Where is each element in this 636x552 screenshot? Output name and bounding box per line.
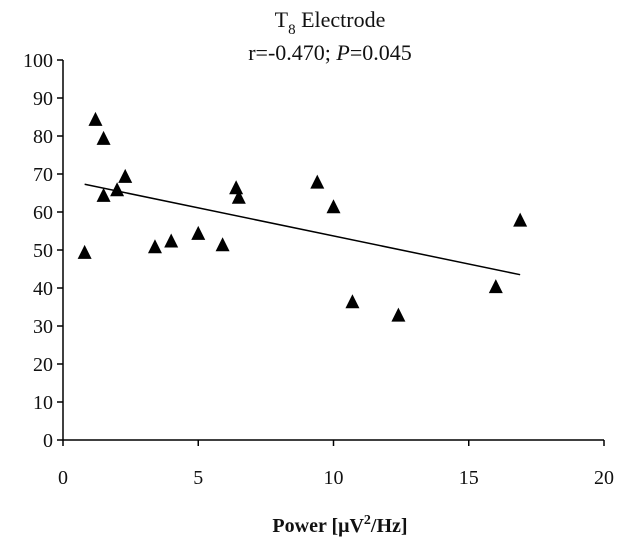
x-tick-label: 15 bbox=[459, 467, 479, 489]
y-tick-label: 40 bbox=[33, 278, 53, 300]
data-point-triangle bbox=[110, 182, 125, 197]
y-tick-label: 80 bbox=[33, 126, 53, 148]
y-tick-label: 90 bbox=[33, 88, 53, 110]
chart-title-line2: r=-0.470; P=0.045 bbox=[248, 40, 412, 65]
data-point-triangle bbox=[345, 294, 360, 309]
y-tick-label: 20 bbox=[33, 354, 53, 376]
data-point-triangle bbox=[77, 244, 92, 259]
data-point-triangle bbox=[391, 307, 406, 322]
y-ticks: 0 10 20 30 40 50 60 70 80 90 100 bbox=[23, 50, 63, 452]
data-point-triangle bbox=[164, 233, 179, 248]
data-point-triangle bbox=[229, 180, 244, 195]
y-tick-label: 100 bbox=[23, 50, 53, 72]
data-point-triangle bbox=[215, 237, 230, 252]
data-point-triangle bbox=[96, 187, 111, 202]
data-point-triangle bbox=[513, 212, 528, 227]
data-point-triangle bbox=[191, 225, 206, 240]
y-tick-label: 0 bbox=[43, 430, 53, 452]
data-point-triangle bbox=[231, 189, 246, 204]
trend-line bbox=[84, 183, 521, 276]
data-point-triangle bbox=[88, 111, 103, 126]
x-tick-label: 5 bbox=[193, 467, 203, 489]
chart-title-line1: T8 Electrode bbox=[275, 7, 386, 38]
data-points bbox=[77, 111, 528, 322]
y-tick-label: 70 bbox=[33, 164, 53, 186]
x-tick-label: 10 bbox=[324, 467, 344, 489]
data-point-triangle bbox=[96, 130, 111, 145]
x-tick-label: 20 bbox=[594, 467, 614, 489]
y-tick-label: 60 bbox=[33, 202, 53, 224]
data-point-triangle bbox=[147, 239, 162, 254]
data-point-triangle bbox=[488, 279, 503, 294]
data-point-triangle bbox=[118, 168, 133, 183]
y-tick-label: 50 bbox=[33, 240, 53, 262]
x-axis-label: Power [μV2/Hz] bbox=[272, 513, 407, 537]
data-point-triangle bbox=[310, 174, 325, 189]
y-tick-label: 30 bbox=[33, 316, 53, 338]
x-ticks: 0 5 10 15 20 bbox=[58, 440, 614, 489]
y-tick-label: 10 bbox=[33, 392, 53, 414]
x-tick-label: 0 bbox=[58, 467, 68, 489]
data-point-triangle bbox=[326, 199, 341, 214]
